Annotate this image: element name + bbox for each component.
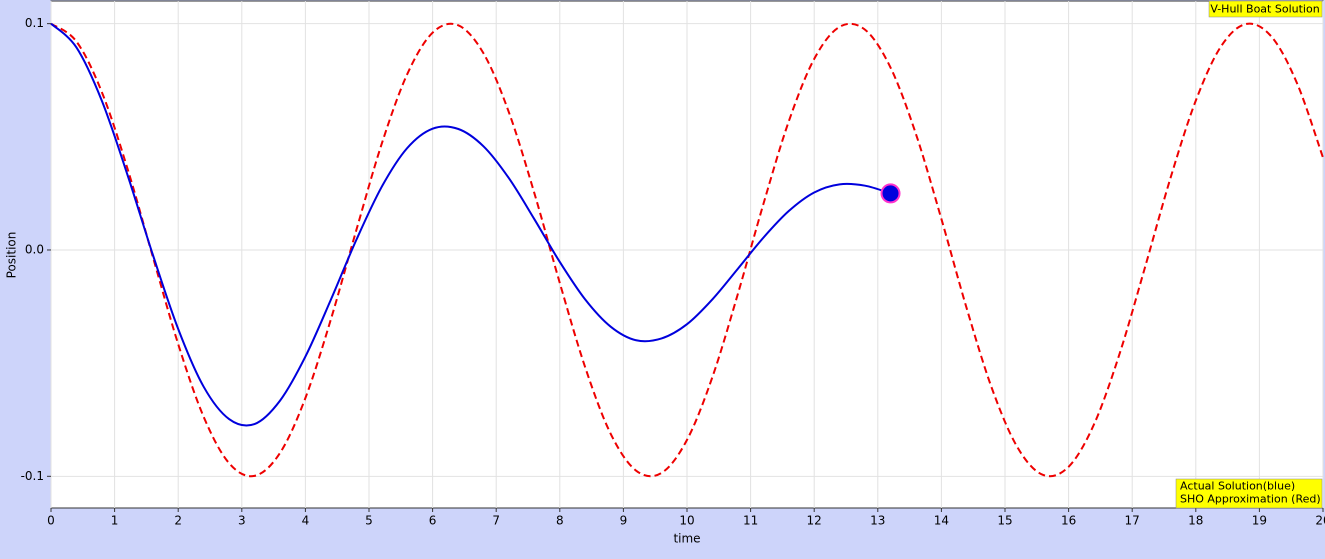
series-line (50, 22, 1324, 478)
lines (50, 22, 1324, 478)
x-axis-label: time (673, 532, 700, 546)
legend-entry: Actual Solution(blue) (1180, 480, 1295, 493)
x-tick-label: 7 (492, 514, 500, 528)
y-axis-label: Position (5, 232, 19, 279)
x-tick-label: 5 (365, 514, 373, 528)
x-tick-label: 3 (238, 514, 246, 528)
x-tick-label: 1 (111, 514, 119, 528)
end-marker (880, 183, 901, 204)
legend-entry: SHO Approximation (Red) (1180, 493, 1321, 506)
x-tick-label: 8 (556, 514, 564, 528)
x-tick-label: 14 (934, 514, 949, 528)
x-tick-label: 11 (743, 514, 758, 528)
x-tick-label: 17 (1125, 514, 1140, 528)
x-tick-label: 13 (870, 514, 885, 528)
x-tick-label: 6 (429, 514, 437, 528)
legend: Actual Solution(blue) SHO Approximation … (1175, 478, 1323, 509)
x-tick-label: 18 (1188, 514, 1203, 528)
x-tick-label: 19 (1252, 514, 1267, 528)
legend-bg (1175, 478, 1323, 509)
x-tick-label: 2 (174, 514, 182, 528)
x-tick-label: 12 (807, 514, 822, 528)
x-tick-label: 15 (997, 514, 1012, 528)
x-tick-label: 20 (1315, 514, 1325, 528)
x-tick-label: 10 (679, 514, 694, 528)
x-tick-label: 9 (620, 514, 628, 528)
grid (50, 1, 1324, 508)
series-line (50, 22, 891, 427)
chart-title: V-Hull Boat Solution (1210, 3, 1319, 16)
labels: 01234567891011121314151617181920-0.10.00… (21, 16, 1325, 527)
y-tick-label: 0.1 (25, 16, 44, 30)
x-tick-label: 0 (47, 514, 55, 528)
y-tick-label: -0.1 (21, 469, 44, 483)
x-tick-label: 4 (302, 514, 310, 528)
y-tick-label: 0.0 (25, 242, 44, 256)
title-box-bg (1208, 0, 1323, 18)
x-tick-label: 16 (1061, 514, 1076, 528)
title-box: V-Hull Boat Solution (1208, 0, 1323, 18)
